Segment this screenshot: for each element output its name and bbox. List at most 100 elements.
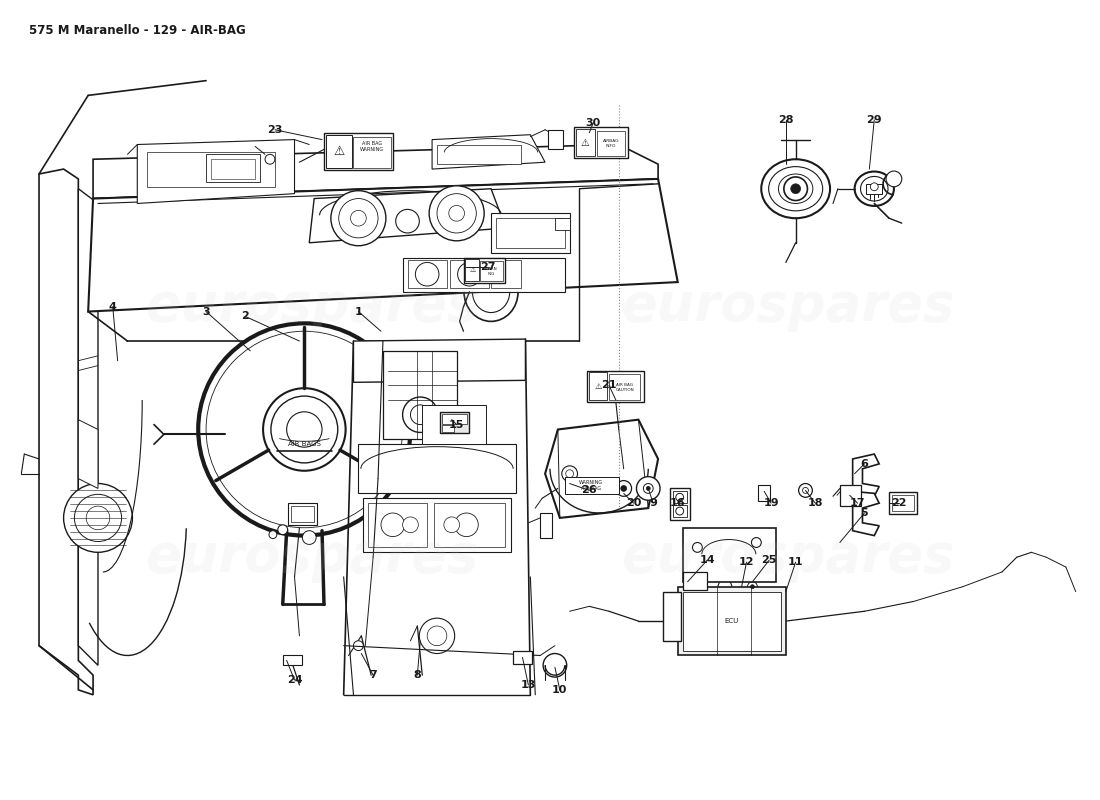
Bar [513, 650, 532, 664]
Circle shape [518, 653, 527, 662]
Circle shape [381, 513, 405, 537]
Text: 14: 14 [700, 555, 715, 565]
Bar [892, 495, 914, 511]
Bar [422, 405, 486, 444]
Circle shape [454, 513, 478, 537]
Circle shape [562, 466, 578, 482]
Circle shape [75, 494, 122, 542]
Circle shape [437, 194, 476, 233]
Circle shape [287, 412, 322, 447]
Circle shape [403, 397, 438, 433]
Text: 12: 12 [739, 557, 755, 567]
Polygon shape [309, 189, 506, 242]
Circle shape [339, 198, 378, 238]
Circle shape [278, 525, 287, 534]
Circle shape [416, 262, 439, 286]
Bar [450, 261, 490, 288]
Circle shape [410, 405, 430, 425]
Bar [324, 133, 393, 170]
Bar [564, 477, 619, 494]
Bar [663, 592, 681, 641]
Text: 6: 6 [860, 459, 868, 469]
Bar [590, 373, 607, 400]
Bar [368, 503, 427, 547]
Circle shape [750, 585, 755, 589]
Bar [363, 498, 510, 552]
Bar [353, 137, 390, 168]
Text: 27: 27 [481, 262, 496, 272]
Bar [442, 414, 468, 423]
Circle shape [429, 186, 484, 241]
Polygon shape [94, 145, 658, 198]
Polygon shape [852, 491, 879, 536]
Circle shape [265, 154, 275, 164]
Bar [359, 444, 516, 494]
Bar [211, 159, 255, 179]
Text: 8: 8 [414, 670, 421, 680]
Bar [465, 259, 480, 281]
Bar [683, 528, 776, 582]
Circle shape [449, 206, 464, 221]
Bar [575, 129, 595, 156]
Text: 26: 26 [582, 486, 597, 495]
Circle shape [64, 483, 132, 552]
Circle shape [351, 210, 366, 226]
Circle shape [427, 626, 447, 646]
Polygon shape [353, 339, 526, 382]
Bar [867, 184, 882, 194]
Circle shape [675, 494, 683, 502]
Bar [609, 374, 640, 400]
Circle shape [803, 487, 808, 494]
Circle shape [206, 331, 403, 528]
Circle shape [198, 323, 410, 536]
Bar [290, 506, 315, 522]
Text: 22: 22 [891, 498, 906, 508]
Bar [434, 503, 505, 547]
Text: 16: 16 [670, 498, 685, 508]
Text: 18: 18 [807, 498, 823, 508]
Circle shape [263, 388, 345, 470]
Bar [673, 505, 686, 517]
Bar [548, 130, 563, 150]
Circle shape [458, 262, 481, 286]
Bar [437, 145, 520, 164]
Text: AIRBAG
INFO: AIRBAG INFO [603, 139, 619, 148]
Circle shape [718, 580, 732, 594]
Polygon shape [852, 454, 879, 496]
Circle shape [396, 210, 419, 233]
Text: 17: 17 [850, 498, 866, 508]
Circle shape [751, 538, 761, 547]
Circle shape [647, 486, 650, 490]
Bar [573, 127, 628, 158]
Circle shape [799, 483, 813, 498]
Bar [383, 351, 456, 439]
Circle shape [620, 486, 627, 491]
Circle shape [331, 190, 386, 246]
Circle shape [419, 618, 454, 654]
Bar [597, 130, 625, 156]
Circle shape [666, 606, 678, 617]
Bar [758, 486, 770, 502]
Text: 5: 5 [860, 508, 868, 518]
Text: AIR BAG
CAUTION: AIR BAG CAUTION [615, 383, 634, 391]
Bar [683, 572, 707, 590]
Bar [442, 425, 453, 433]
Circle shape [784, 177, 807, 201]
Text: ⚠: ⚠ [333, 145, 344, 158]
Bar [440, 412, 470, 434]
Text: 15: 15 [449, 419, 464, 430]
Bar [840, 485, 861, 506]
Text: 30: 30 [585, 118, 601, 128]
Text: 4: 4 [109, 302, 117, 312]
Bar [540, 513, 552, 538]
Circle shape [644, 483, 653, 494]
Circle shape [666, 625, 678, 637]
Text: AIR BAG
WARNING: AIR BAG WARNING [360, 141, 384, 152]
Text: ⚠: ⚠ [581, 138, 590, 147]
Text: eurospares: eurospares [145, 531, 478, 583]
Bar [587, 370, 645, 402]
Circle shape [637, 477, 660, 500]
Bar [491, 214, 570, 253]
Bar [463, 258, 505, 283]
Circle shape [86, 506, 110, 530]
